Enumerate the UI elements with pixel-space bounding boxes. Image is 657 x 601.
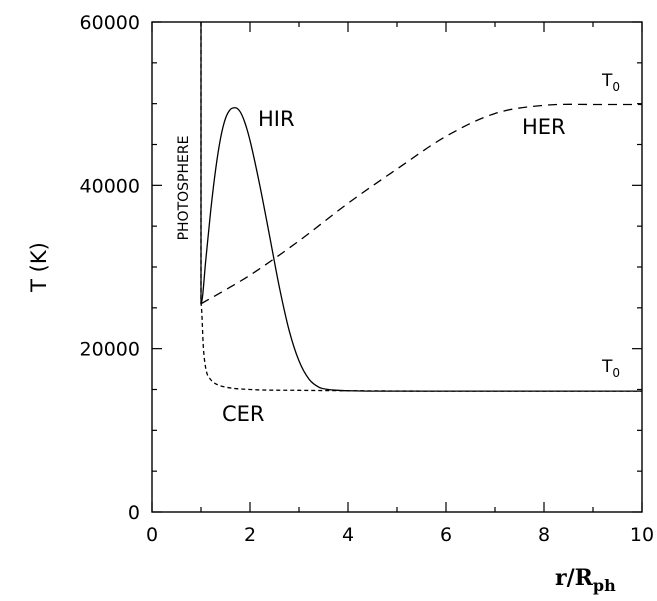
x-tick-label: 0 xyxy=(146,524,158,546)
x-axis-title-sub: ph xyxy=(593,576,616,595)
y-tick-label: 40000 xyxy=(80,175,140,197)
x-tick-label: 4 xyxy=(342,524,354,546)
cer-label: CER xyxy=(222,402,265,426)
y-tick-label: 60000 xyxy=(80,12,140,34)
photosphere-label: PHOTOSPHERE xyxy=(176,136,192,241)
series-hir-line xyxy=(200,22,642,392)
hir-label: HIR xyxy=(258,107,295,131)
x-axis-title-main: r/R xyxy=(555,565,594,591)
plot-frame xyxy=(151,21,643,513)
x-tick-label: 10 xyxy=(630,524,654,546)
t0-lower-label: T0 xyxy=(601,357,620,380)
t0-upper-label: T0 xyxy=(601,71,620,94)
y-tick-label: 0 xyxy=(128,502,140,524)
x-tick-label: 6 xyxy=(440,524,452,546)
y-tick-label: 20000 xyxy=(80,339,140,361)
her-label: HER xyxy=(522,115,566,139)
ticks xyxy=(151,21,643,513)
series-her-line xyxy=(200,103,642,305)
x-axis-title: r/Rph xyxy=(555,565,616,595)
tick-labels: 0 2 4 6 8 10 0 20000 40000 60000 xyxy=(80,12,655,546)
series-cer-line xyxy=(200,22,642,392)
x-tick-label: 2 xyxy=(244,524,256,546)
x-tick-label: 8 xyxy=(538,524,550,546)
y-axis-title: T (K) xyxy=(27,242,51,293)
curves xyxy=(200,22,642,392)
